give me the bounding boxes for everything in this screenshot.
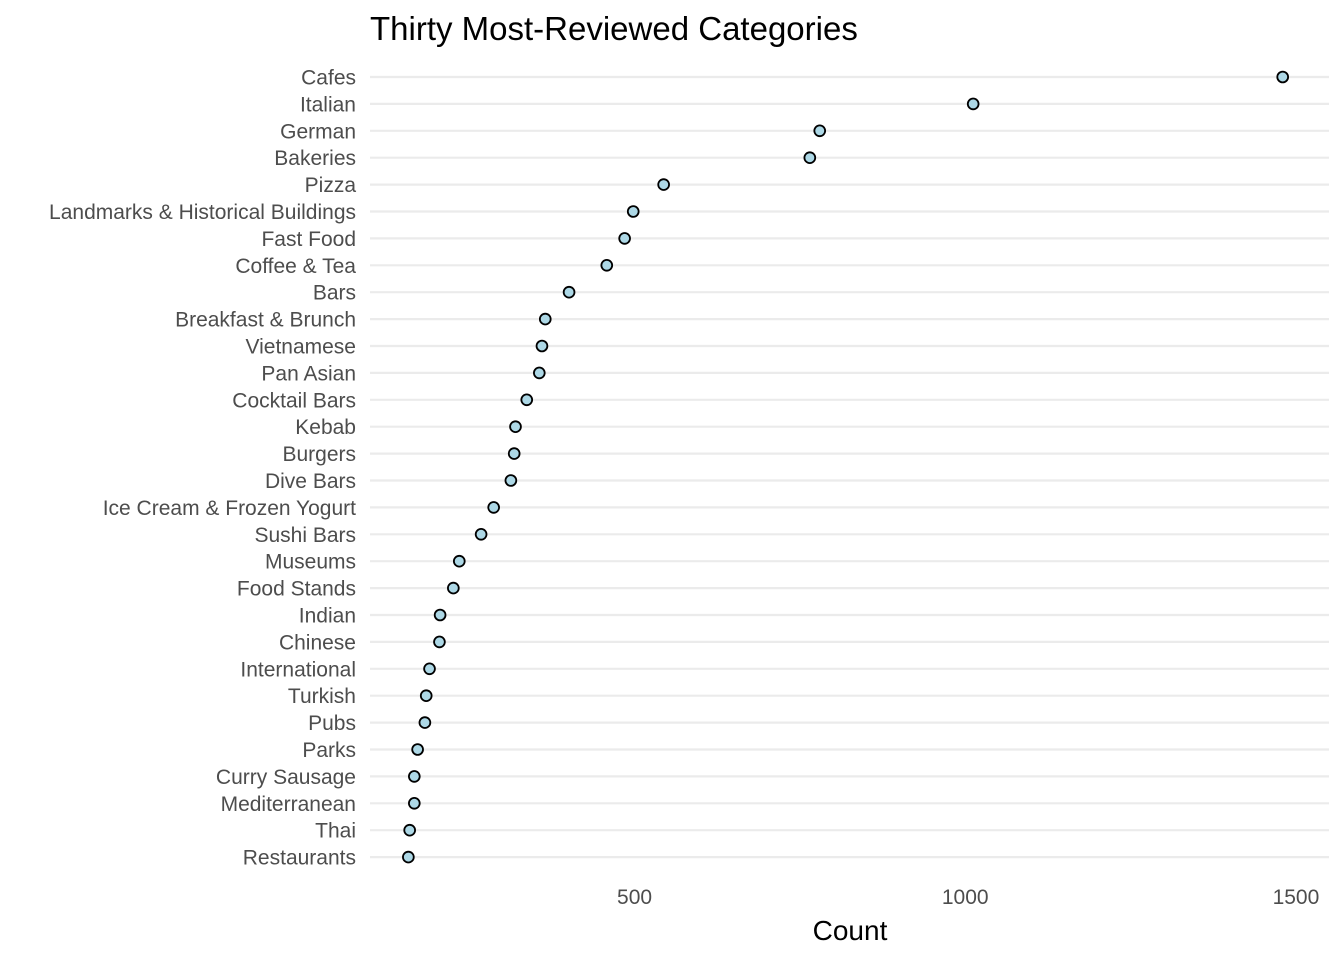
data-point (533, 366, 546, 380)
category-label: Italian (300, 93, 356, 116)
data-point (403, 823, 416, 837)
category-label: Museums (265, 551, 356, 574)
category-label: Turkish (288, 685, 356, 708)
x-tick-label: 1500 (1273, 886, 1320, 909)
data-point (433, 608, 447, 622)
category-label: Breakfast & Brunch (175, 309, 356, 332)
x-tick-labels: 500 1000 1500 (617, 886, 1319, 909)
category-label: Cocktail Bars (232, 389, 356, 412)
category-label: Pan Asian (261, 362, 356, 385)
category-label: Indian (299, 605, 356, 628)
data-point (509, 420, 522, 434)
data-point (504, 474, 518, 487)
category-label: Bakeries (274, 147, 356, 170)
data-point (418, 716, 432, 729)
data-point (419, 689, 433, 702)
data-point (433, 635, 446, 649)
category-label: Chinese (279, 631, 356, 654)
category-label: German (280, 120, 356, 143)
data-point (452, 554, 466, 568)
data-point (411, 743, 424, 756)
data-point (966, 97, 980, 111)
category-label: Curry Sausage (216, 766, 356, 789)
category-labels: Cafes Italian German Bakeries Pizza Landmarks… (49, 67, 356, 870)
data-point (618, 232, 631, 245)
data-point (423, 662, 436, 676)
data-point (538, 312, 552, 326)
x-tick-label: 500 (617, 886, 652, 909)
category-label: Coffee & Tea (235, 255, 356, 278)
category-label: Vietnamese (245, 336, 356, 359)
category-label: Burgers (282, 443, 356, 466)
data-point (402, 850, 415, 864)
data-point (408, 770, 421, 783)
category-label: Parks (302, 739, 356, 762)
data-point (507, 447, 521, 460)
category-label: Restaurants (243, 847, 356, 870)
data-point (813, 124, 827, 138)
category-label: Mediterranean (221, 793, 356, 816)
data-point (447, 581, 460, 595)
category-label: Cafes (301, 67, 356, 90)
category-label: Sushi Bars (254, 524, 356, 547)
chart-title: Thirty Most-Reviewed Categories (370, 10, 858, 47)
gridlines (370, 75, 1329, 859)
data-point (626, 205, 640, 218)
data-points (402, 70, 1290, 864)
data-point (535, 339, 549, 353)
data-point (600, 258, 614, 272)
data-point (657, 178, 670, 191)
category-label: Ice Cream & Frozen Yogurt (103, 497, 356, 520)
category-label: International (240, 658, 356, 681)
category-label: Fast Food (261, 228, 356, 251)
category-label: Dive Bars (265, 470, 356, 493)
x-axis-title: Count (813, 915, 888, 946)
data-point (562, 285, 576, 299)
data-point (487, 501, 500, 514)
x-tick-label: 1000 (942, 886, 989, 909)
category-label: Bars (313, 282, 356, 305)
category-label: Landmarks & Historical Buildings (49, 201, 356, 224)
data-point (520, 393, 534, 407)
category-label: Pizza (305, 174, 357, 197)
category-label: Pubs (308, 712, 356, 735)
category-label: Kebab (295, 416, 356, 439)
data-point (408, 796, 421, 810)
category-label: Food Stands (237, 578, 356, 601)
data-point (1276, 70, 1290, 84)
data-point (803, 151, 817, 165)
data-point (474, 527, 488, 541)
category-label: Thai (315, 820, 356, 843)
